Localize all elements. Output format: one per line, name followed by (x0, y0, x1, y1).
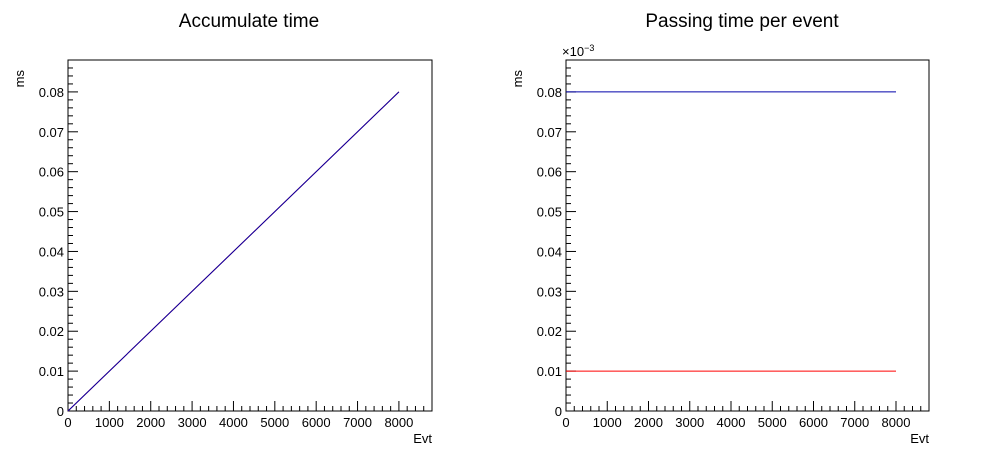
x-tick-label: 7000 (343, 415, 372, 430)
x-axis-label: Evt (413, 431, 432, 446)
x-tick-label: 5000 (758, 415, 787, 430)
y-tick-label: 0.02 (39, 324, 64, 339)
x-tick-label: 2000 (136, 415, 165, 430)
y-tick-label: 0.08 (537, 85, 562, 100)
y-tick-label: 0.01 (537, 364, 562, 379)
x-tick-label: 0 (562, 415, 569, 430)
x-tick-label: 1000 (95, 415, 124, 430)
y-axis-label: ms (510, 70, 525, 88)
x-tick-label: 0 (64, 415, 71, 430)
y-tick-label: 0.01 (39, 364, 64, 379)
y-tick-label: 0.04 (39, 244, 64, 259)
y-tick-label: 0.07 (537, 125, 562, 140)
y-tick-label: 0.08 (39, 85, 64, 100)
y-tick-label: 0.06 (537, 165, 562, 180)
chart-panel-1: Accumulate time 0 1000 2000 3000 4000 5000 6000… (12, 11, 433, 446)
series-line-2 (67, 91, 400, 412)
x-tick-label: 8000 (882, 415, 911, 430)
plot-frame (565, 59, 930, 412)
y-tick-label: 0 (57, 404, 64, 419)
y-axis-label: ms (12, 70, 27, 88)
x-tick-label: 8000 (384, 415, 413, 430)
x-tick-label: 1000 (593, 415, 622, 430)
x-tick-label: 6000 (799, 415, 828, 430)
exponent-power: −3 (584, 43, 594, 53)
x-tick-label: 3000 (178, 415, 207, 430)
y-tick-label: 0.05 (39, 205, 64, 220)
chart-title: Accumulate time (179, 11, 319, 32)
chart-title: Passing time per event (645, 11, 839, 32)
y-tick-label: 0.02 (537, 324, 562, 339)
y-tick-label: 0.03 (537, 284, 562, 299)
x-tick-label: 2000 (634, 415, 663, 430)
x-tick-label: 5000 (260, 415, 289, 430)
x-tick-label: 6000 (302, 415, 331, 430)
exponent-base: ×10 (562, 44, 584, 59)
y-tick-label: 0.06 (39, 165, 64, 180)
x-axis-label: Evt (910, 431, 929, 446)
y-tick-label: 0.03 (39, 284, 64, 299)
x-tick-label: 4000 (717, 415, 746, 430)
x-tick-label: 7000 (840, 415, 869, 430)
y-tick-label: 0 (555, 404, 562, 419)
x-tick-label: 3000 (675, 415, 704, 430)
chart-panel-2: Passing time per event 0 1000 2000 3000 4000 5… (510, 11, 930, 446)
y-tick-label: 0.05 (537, 205, 562, 220)
y-tick-label: 0.07 (39, 125, 64, 140)
y-tick-label: 0.04 (537, 244, 562, 259)
x-tick-label: 4000 (219, 415, 248, 430)
y-axis-exponent: ×10−3 (562, 43, 594, 59)
